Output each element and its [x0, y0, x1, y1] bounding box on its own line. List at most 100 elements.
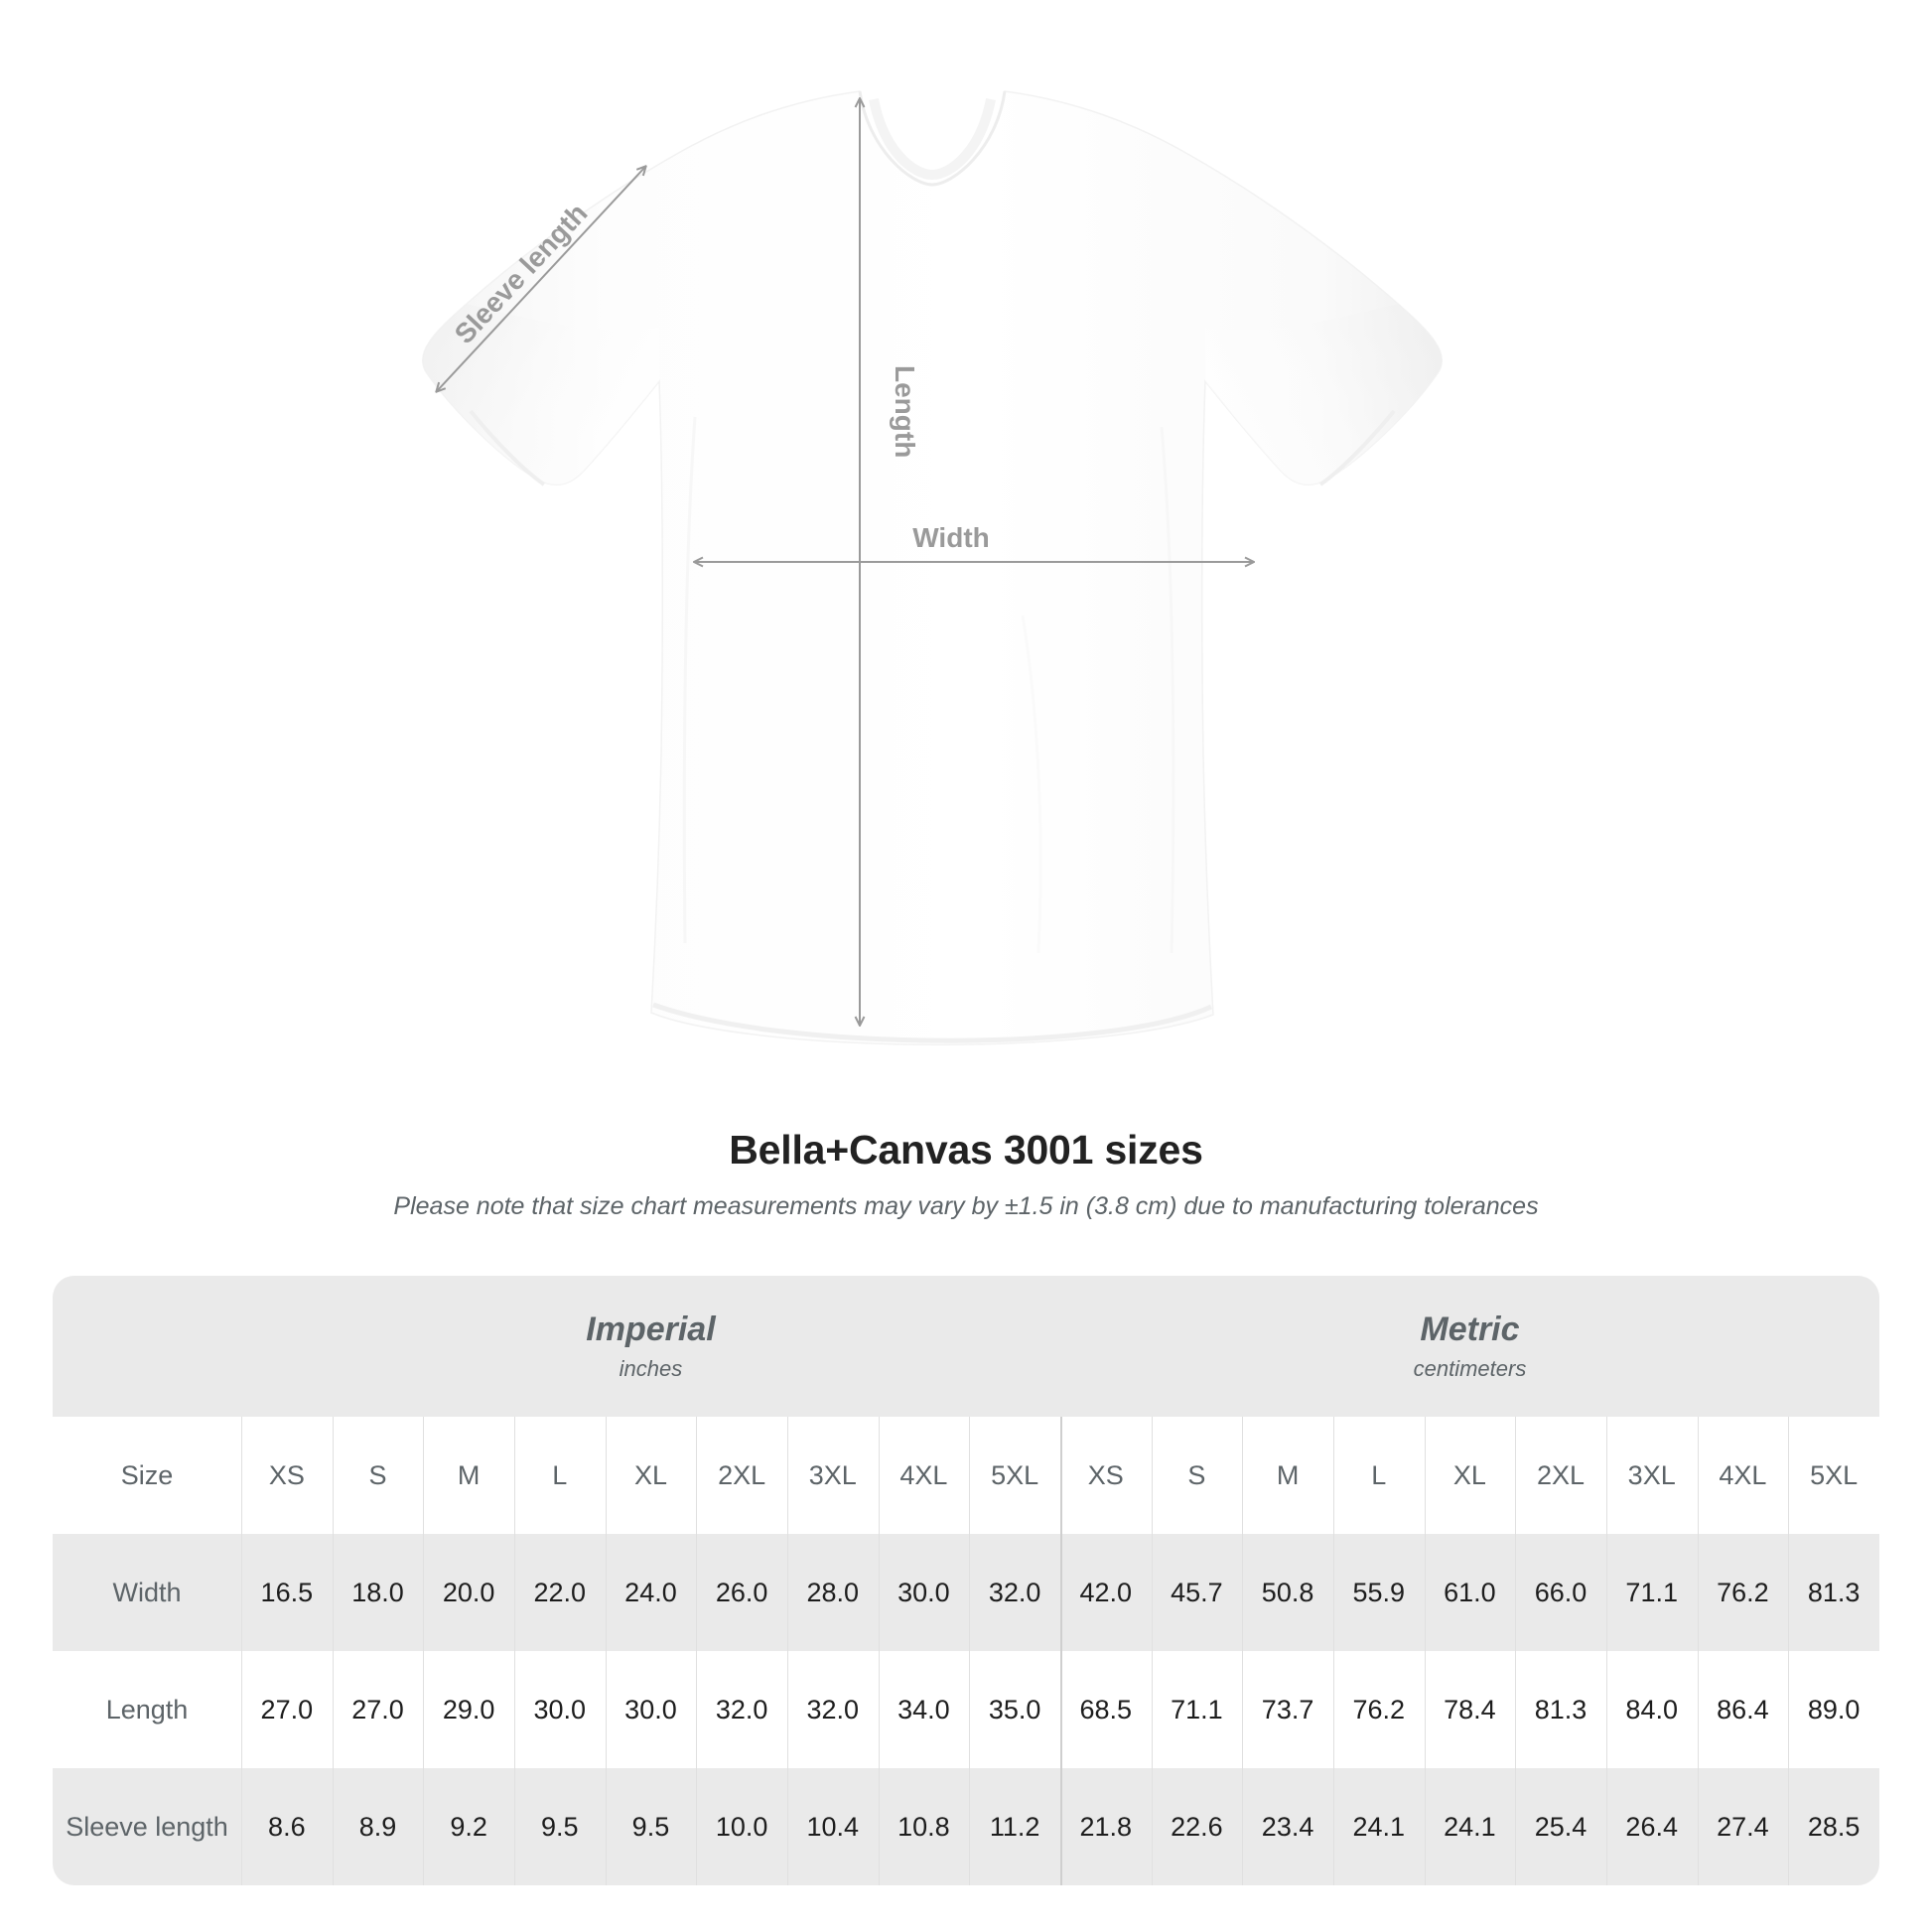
size-header-5xl-imperial: 5XL: [969, 1417, 1060, 1534]
size-header-2xl-imperial: 2XL: [696, 1417, 787, 1534]
unit-banner-row: Imperial inches Metric centimeters: [53, 1276, 1879, 1417]
cell-width-5xl-metric: 81.3: [1788, 1534, 1879, 1651]
collar-outer: [858, 90, 1007, 187]
size-row-label: Size: [53, 1417, 241, 1534]
cell-sleeve-length-5xl-imperial: 11.2: [969, 1768, 1060, 1885]
size-header-4xl-metric: 4XL: [1697, 1417, 1789, 1534]
cell-sleeve-length-3xl-imperial: 10.4: [786, 1768, 879, 1885]
cell-length-xl-metric: 78.4: [1424, 1651, 1516, 1768]
cell-sleeve-length-xl-metric: 24.1: [1424, 1768, 1516, 1885]
cell-sleeve-length-s-metric: 22.6: [1151, 1768, 1243, 1885]
cell-sleeve-length-m-metric: 23.4: [1242, 1768, 1333, 1885]
size-header-s-metric: S: [1151, 1417, 1243, 1534]
size-header-m-imperial: M: [423, 1417, 514, 1534]
size-header-xl-metric: XL: [1424, 1417, 1516, 1534]
unit-subtitle: inches: [619, 1355, 683, 1381]
length-label: Length: [890, 365, 920, 458]
collar-inner: [869, 97, 996, 181]
fold-1: [682, 416, 697, 944]
cell-width-l-imperial: 22.0: [513, 1534, 606, 1651]
right-sleeve-hem: [1318, 409, 1396, 486]
size-header-2xl-metric: 2XL: [1515, 1417, 1606, 1534]
cell-length-s-imperial: 27.0: [332, 1651, 424, 1768]
size-header-m-metric: M: [1242, 1417, 1333, 1534]
size-header-3xl-metric: 3XL: [1605, 1417, 1698, 1534]
left-sleeve-hem: [469, 409, 546, 486]
row-label-width: Width: [53, 1534, 241, 1651]
cell-sleeve-length-5xl-metric: 28.5: [1788, 1768, 1879, 1885]
table-row: Sleeve length 8.6 8.9 9.2 9.5 9.5 10.0 10.4 10.8…: [53, 1768, 1879, 1885]
unit-subtitle: centimeters: [1413, 1355, 1527, 1381]
cell-width-xl-metric: 61.0: [1424, 1534, 1516, 1651]
size-header-xs-imperial: XS: [241, 1417, 333, 1534]
fold-2: [1160, 426, 1175, 954]
cell-sleeve-length-l-metric: 24.1: [1332, 1768, 1425, 1885]
size-header-4xl-imperial: 4XL: [878, 1417, 970, 1534]
cell-length-l-imperial: 30.0: [513, 1651, 606, 1768]
cell-sleeve-length-4xl-imperial: 10.8: [878, 1768, 970, 1885]
size-chart-table: Imperial inches Metric centimeters Size XS S M L…: [53, 1276, 1879, 1885]
cell-length-4xl-metric: 86.4: [1697, 1651, 1789, 1768]
tshirt-shape: [421, 90, 1444, 1045]
cell-length-l-metric: 76.2: [1332, 1651, 1425, 1768]
page-subtitle: Please note that size chart measurements…: [393, 1192, 1539, 1221]
cell-width-4xl-imperial: 30.0: [878, 1534, 970, 1651]
cell-width-l-metric: 55.9: [1332, 1534, 1425, 1651]
table-row: Width 16.5 18.0 20.0 22.0 24.0 26.0 28.0 30.0 32.…: [53, 1534, 1879, 1651]
cell-length-5xl-metric: 89.0: [1788, 1651, 1879, 1768]
cell-length-3xl-metric: 84.0: [1605, 1651, 1698, 1768]
cell-sleeve-length-4xl-metric: 27.4: [1697, 1768, 1789, 1885]
size-header-s-imperial: S: [332, 1417, 424, 1534]
cell-width-3xl-imperial: 28.0: [786, 1534, 879, 1651]
cell-length-xs-metric: 68.5: [1059, 1651, 1152, 1768]
cell-length-s-metric: 71.1: [1151, 1651, 1243, 1768]
size-header-3xl-imperial: 3XL: [786, 1417, 879, 1534]
cell-width-m-metric: 50.8: [1242, 1534, 1333, 1651]
cell-width-4xl-metric: 76.2: [1697, 1534, 1789, 1651]
cell-length-2xl-imperial: 32.0: [696, 1651, 787, 1768]
cell-width-xs-imperial: 16.5: [241, 1534, 333, 1651]
cell-sleeve-length-3xl-metric: 26.4: [1605, 1768, 1698, 1885]
cell-width-2xl-metric: 66.0: [1515, 1534, 1606, 1651]
size-header-xs-metric: XS: [1059, 1417, 1152, 1534]
cell-length-4xl-imperial: 34.0: [878, 1651, 970, 1768]
cell-width-2xl-imperial: 26.0: [696, 1534, 787, 1651]
unit-banner-spacer: [53, 1276, 241, 1417]
unit-name: Imperial: [586, 1311, 716, 1349]
cell-length-xs-imperial: 27.0: [241, 1651, 333, 1768]
cell-length-m-metric: 73.7: [1242, 1651, 1333, 1768]
size-header-l-metric: L: [1332, 1417, 1425, 1534]
cell-width-xs-metric: 42.0: [1059, 1534, 1152, 1651]
cell-sleeve-length-2xl-imperial: 10.0: [696, 1768, 787, 1885]
unit-header-imperial: Imperial inches: [241, 1276, 1060, 1417]
cell-length-3xl-imperial: 32.0: [786, 1651, 879, 1768]
cell-sleeve-length-xs-metric: 21.8: [1059, 1768, 1152, 1885]
cell-sleeve-length-2xl-metric: 25.4: [1515, 1768, 1606, 1885]
cell-sleeve-length-l-imperial: 9.5: [513, 1768, 606, 1885]
cell-width-s-imperial: 18.0: [332, 1534, 424, 1651]
cell-length-m-imperial: 29.0: [423, 1651, 514, 1768]
size-table-wrapper: Imperial inches Metric centimeters Size XS S M L…: [53, 1276, 1879, 1885]
cell-length-2xl-metric: 81.3: [1515, 1651, 1606, 1768]
cell-width-3xl-metric: 71.1: [1605, 1534, 1698, 1651]
cell-width-s-metric: 45.7: [1151, 1534, 1243, 1651]
cell-sleeve-length-xs-imperial: 8.6: [241, 1768, 333, 1885]
tshirt-illustration: Sleeve length Length Width: [421, 90, 1444, 1045]
cell-width-xl-imperial: 24.0: [605, 1534, 697, 1651]
cell-sleeve-length-m-imperial: 9.2: [423, 1768, 514, 1885]
table-row: Length 27.0 27.0 29.0 30.0 30.0 32.0 32.0 34.0 35…: [53, 1651, 1879, 1768]
cell-sleeve-length-s-imperial: 8.9: [332, 1768, 424, 1885]
cell-length-xl-imperial: 30.0: [605, 1651, 697, 1768]
row-label-sleeve-length: Sleeve length: [53, 1768, 241, 1885]
cell-width-m-imperial: 20.0: [423, 1534, 514, 1651]
size-header-5xl-metric: 5XL: [1788, 1417, 1879, 1534]
bottom-hem: [652, 1002, 1213, 1043]
heading-block: Bella+Canvas 3001 sizes Please note that…: [0, 1127, 1932, 1221]
fold-3: [1021, 615, 1042, 954]
page-title: Bella+Canvas 3001 sizes: [729, 1127, 1203, 1173]
row-label-length: Length: [53, 1651, 241, 1768]
width-dimension: Width: [695, 522, 1253, 562]
cell-width-5xl-imperial: 32.0: [969, 1534, 1060, 1651]
size-header-l-imperial: L: [513, 1417, 606, 1534]
